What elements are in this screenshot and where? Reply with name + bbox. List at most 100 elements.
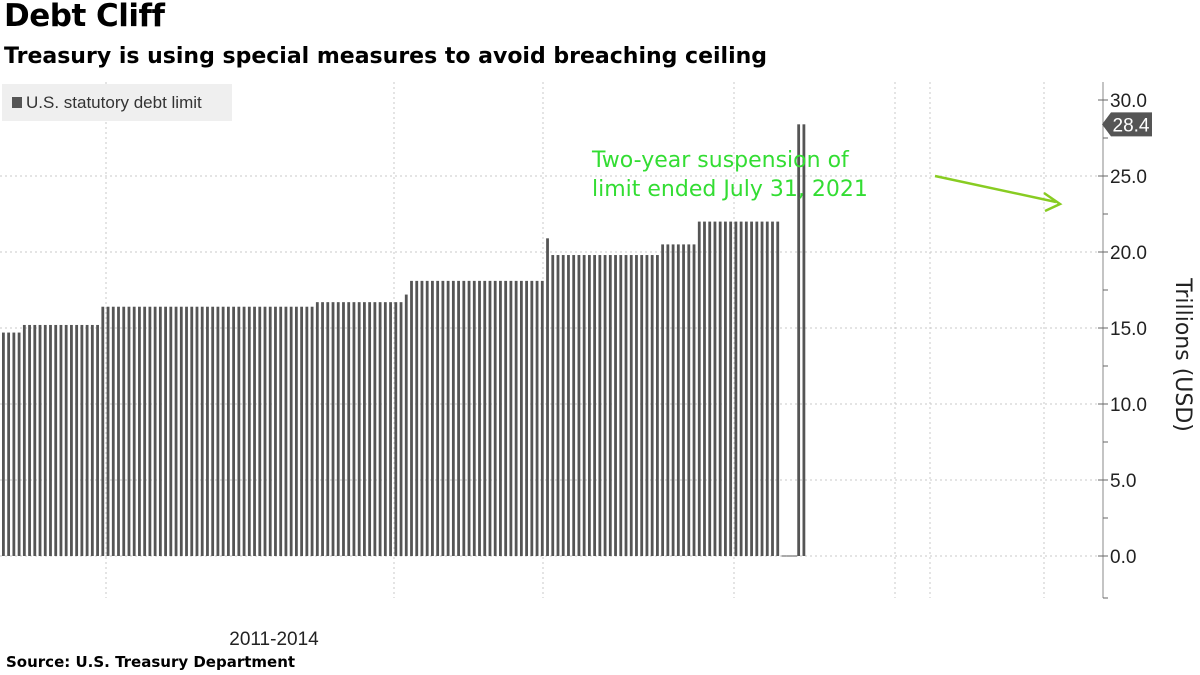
- bar: [221, 306, 225, 556]
- bar: [101, 306, 105, 556]
- bar: [687, 244, 691, 556]
- bar: [598, 255, 602, 557]
- bar: [342, 302, 345, 556]
- bar: [378, 302, 382, 556]
- bar: [724, 221, 727, 556]
- legend-label: U.S. statutory debt limit: [26, 92, 202, 112]
- bar: [420, 280, 424, 556]
- legend-swatch: [12, 97, 22, 108]
- bar: [226, 306, 230, 556]
- bar: [111, 306, 115, 556]
- bar: [488, 280, 492, 556]
- bar: [363, 302, 366, 556]
- bar: [242, 306, 246, 556]
- y-tick-label: 10.0: [1110, 395, 1147, 416]
- bar: [619, 255, 623, 557]
- bar: [661, 244, 665, 556]
- bar: [96, 324, 99, 556]
- bar: [676, 244, 680, 556]
- bar: [321, 302, 324, 556]
- bar: [739, 221, 743, 556]
- bar: [671, 244, 675, 556]
- bar: [33, 324, 37, 556]
- bar: [117, 306, 120, 556]
- bar: [148, 306, 152, 556]
- bar: [415, 280, 419, 556]
- bar: [718, 221, 722, 556]
- bar: [467, 280, 471, 556]
- bar: [352, 302, 356, 556]
- bar: [122, 306, 126, 556]
- bar: [258, 306, 262, 556]
- y-tick-label: 25.0: [1110, 167, 1147, 188]
- annotation-line-1: Two-year suspension of: [591, 148, 850, 173]
- y-tick-label: 5.0: [1110, 471, 1136, 492]
- bar: [734, 221, 738, 556]
- bar: [315, 302, 319, 556]
- bar: [331, 302, 335, 556]
- bar: [441, 280, 445, 556]
- bar: [347, 302, 351, 556]
- bar: [483, 280, 487, 556]
- annotation-arrow-head: [1043, 191, 1063, 213]
- bar: [279, 306, 283, 556]
- last-value-label: 28.4: [1113, 115, 1150, 136]
- bar: [70, 324, 73, 556]
- bar: [22, 324, 26, 556]
- bar: [153, 306, 157, 556]
- bar: [64, 324, 68, 556]
- bar: [697, 221, 701, 556]
- y-tick-label: 30.0: [1110, 91, 1147, 112]
- bar: [106, 306, 110, 556]
- bar: [431, 280, 434, 556]
- bar: [771, 221, 774, 556]
- y-tick-label: 20.0: [1110, 243, 1147, 264]
- bar: [132, 306, 136, 556]
- bar: [765, 221, 769, 556]
- bar: [305, 306, 309, 556]
- y-tick-label: 15.0: [1110, 319, 1147, 340]
- bar: [514, 280, 518, 556]
- bar: [650, 255, 654, 557]
- bar: [614, 255, 617, 557]
- bar: [2, 332, 5, 556]
- bar: [603, 255, 607, 557]
- bar: [394, 302, 398, 556]
- bar: [744, 221, 748, 556]
- bar: [75, 324, 79, 556]
- bar: [300, 306, 304, 556]
- bar: [357, 302, 361, 556]
- bar: [373, 302, 377, 556]
- bar: [776, 221, 780, 556]
- bar: [499, 280, 502, 556]
- bar: [216, 306, 220, 556]
- bar: [143, 306, 147, 556]
- bar: [750, 221, 753, 556]
- bar: [127, 306, 131, 556]
- bar: [425, 280, 429, 556]
- bar: [336, 302, 340, 556]
- bar: [138, 306, 141, 556]
- bar: [577, 255, 581, 557]
- bar: [802, 124, 806, 556]
- bar: [294, 306, 298, 556]
- bar: [247, 306, 251, 556]
- bar: [666, 244, 670, 556]
- bar: [310, 306, 314, 556]
- bar: [268, 306, 272, 556]
- bar: [708, 221, 712, 556]
- bar: [164, 306, 167, 556]
- bar: [640, 255, 644, 557]
- bar: [567, 255, 570, 557]
- bar: [593, 255, 597, 557]
- bar: [274, 306, 277, 556]
- bar: [195, 306, 199, 556]
- bar: [211, 306, 215, 556]
- chart-subtitle: Treasury is using special measures to av…: [4, 44, 768, 69]
- bar: [43, 324, 47, 556]
- bar: [200, 306, 204, 556]
- bar: [59, 324, 63, 556]
- bar: [755, 221, 759, 556]
- bar: [635, 255, 638, 557]
